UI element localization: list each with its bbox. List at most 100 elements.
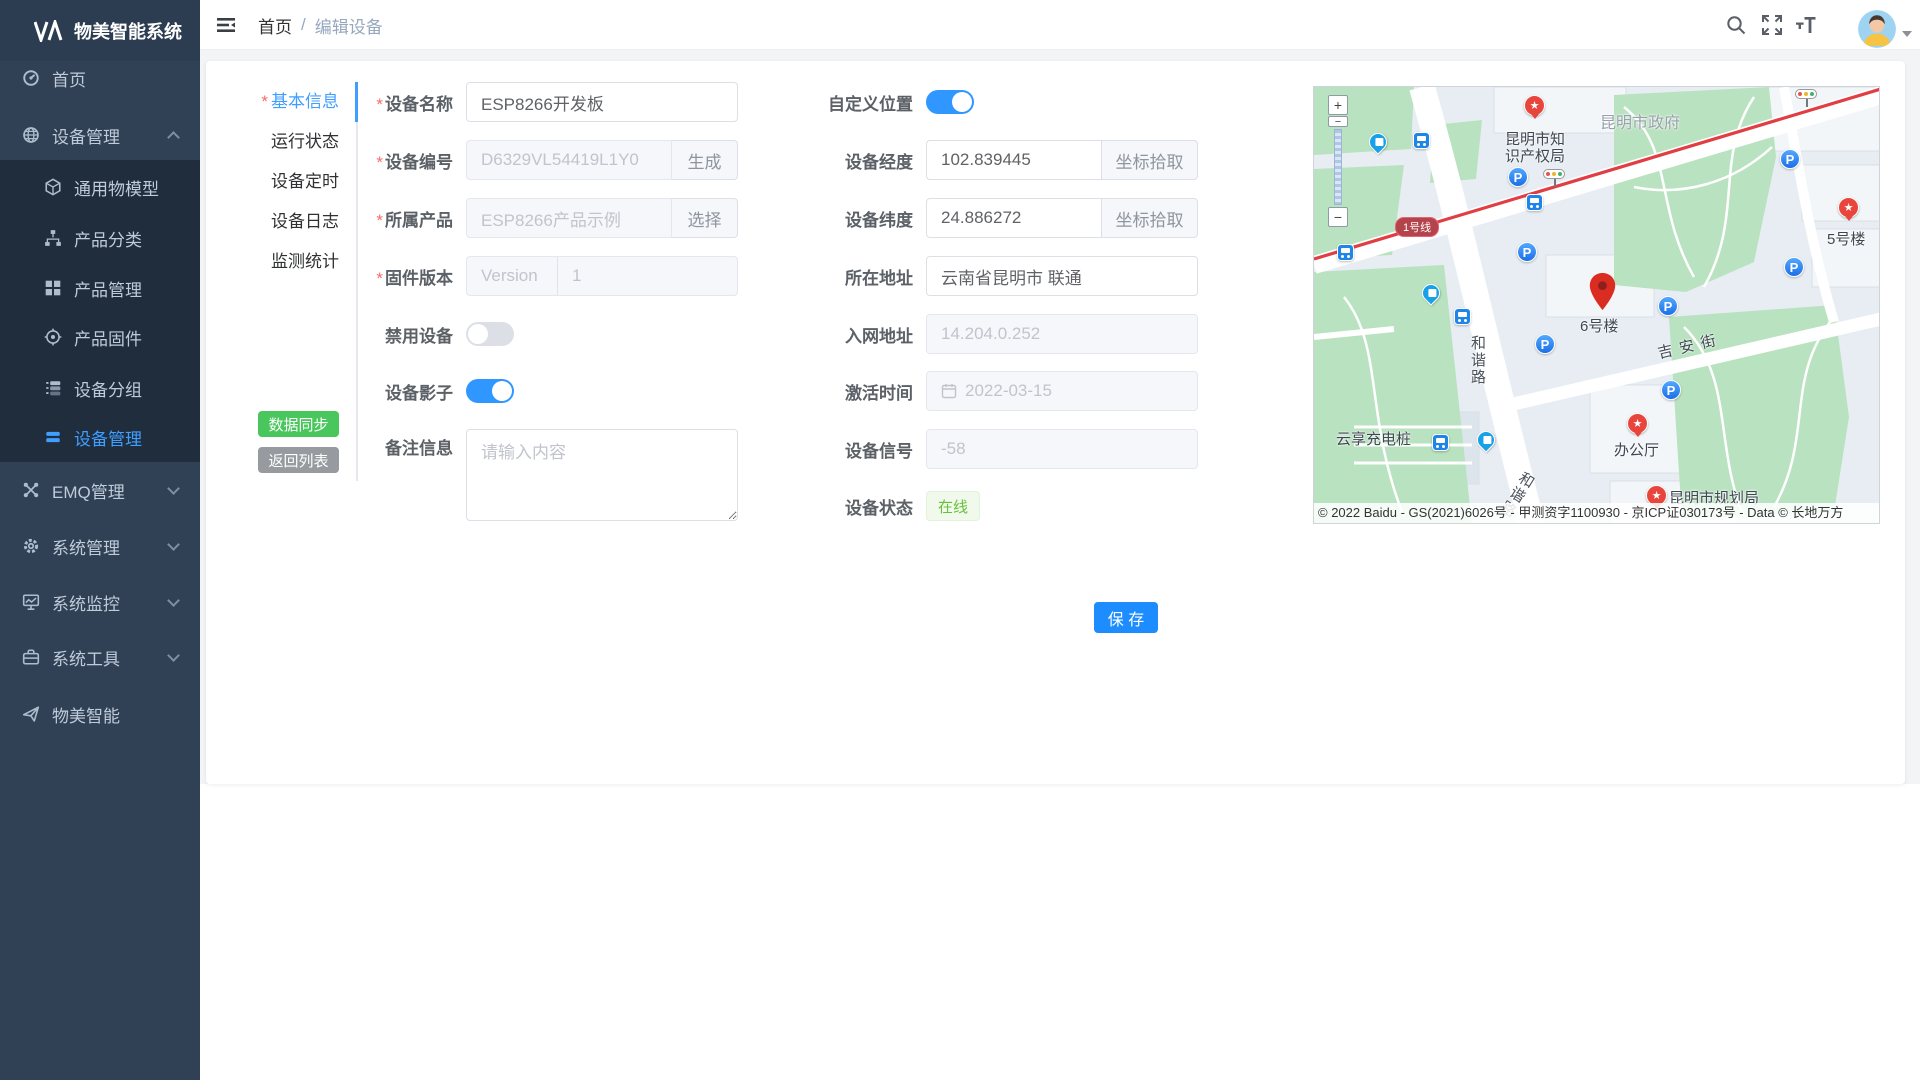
pick-longitude-button[interactable]: 坐标拾取 (1102, 140, 1198, 180)
sidebar-item-system-mgmt[interactable]: 系统管理 (0, 521, 200, 571)
map-zoom-slider-handle[interactable]: − (1328, 116, 1348, 128)
tabs-active-indicator (355, 82, 358, 122)
map-label-building6: 6号楼 (1580, 318, 1619, 335)
firmware-version-value: 1 (557, 256, 738, 296)
sidebar-item-product-mgmt[interactable]: 产品管理 (0, 263, 200, 313)
map-zoom-out-button[interactable]: − (1328, 207, 1348, 227)
tabs-divider (356, 82, 358, 481)
sidebar-item-device-group[interactable]: 设备分组 (0, 363, 200, 413)
baidu-map[interactable]: + − − 1号线 P P P (1313, 86, 1880, 524)
sidebar-item-thing-model[interactable]: 通用物模型 (0, 162, 200, 212)
select-product-button[interactable]: 选择 (672, 198, 738, 238)
form-row-custom-location: 自定义位置 (754, 82, 974, 122)
poi-star-icon: ★ (1838, 197, 1859, 221)
parking-icon: P (1784, 257, 1804, 277)
edit-device-card: * 基本信息 运行状态 设备定时 设备日志 监测统计 数据同步 返回列表 * 设备名… (206, 61, 1905, 784)
disable-device-label: 禁用设备 (385, 326, 453, 346)
device-name-label: 设备名称 (385, 94, 453, 114)
bus-stop-icon (1432, 434, 1449, 451)
tab-device-timer[interactable]: 设备定时 (271, 172, 339, 191)
form-row-product: *所属产品 选择 (304, 198, 738, 238)
tab-basic-info[interactable]: * 基本信息 (261, 92, 339, 111)
custom-location-switch[interactable] (926, 90, 974, 114)
font-size-icon[interactable] (1794, 13, 1818, 37)
back-to-list-button[interactable]: 返回列表 (258, 447, 339, 473)
address-input[interactable] (926, 256, 1198, 296)
map-zoom-in-button[interactable]: + (1328, 95, 1348, 115)
form-row-disable-device: 禁用设备 (304, 314, 514, 354)
map-label-ip-office-line1: 昆明市知 (1505, 131, 1566, 148)
save-button[interactable]: 保 存 (1094, 602, 1158, 633)
breadcrumb-home[interactable]: 首页 (258, 17, 292, 37)
submenu-background (0, 160, 200, 462)
signal-label: 设备信号 (845, 441, 913, 461)
longitude-input[interactable] (926, 140, 1102, 180)
parking-icon: P (1658, 296, 1678, 316)
poi-star-icon: ★ (1524, 95, 1545, 119)
map-copyright: © 2022 Baidu - GS(2021)6026号 - 甲测资字11009… (1314, 503, 1879, 523)
sidebar-item-home[interactable]: 首页 (0, 53, 200, 103)
user-menu-caret-icon[interactable] (1902, 31, 1912, 37)
map-label-hexie-road: 和谐路 (1469, 335, 1486, 386)
breadcrumb: 首页 / 编辑设备 (258, 0, 383, 50)
tab-running-status[interactable]: 运行状态 (271, 132, 339, 151)
form-row-longitude: 设备经度 坐标拾取 (754, 140, 1198, 180)
form-row-address: 所在地址 (754, 256, 1198, 296)
chevron-down-icon (167, 593, 180, 607)
breadcrumb-current: 编辑设备 (314, 17, 383, 37)
sidebar-item-system-monitor[interactable]: 系统监控 (0, 577, 200, 627)
paper-plane-icon (22, 706, 40, 722)
disable-device-switch[interactable] (466, 322, 514, 346)
bus-stop-icon (1454, 308, 1471, 325)
sidebar-item-emq[interactable]: EMQ管理 (0, 465, 200, 515)
form-row-ip: 入网地址 (754, 314, 1198, 354)
sidebar: 物美智能系统 首页 设备管理 通用物模型 产品分类 产品管理 产品固件 (0, 0, 200, 1080)
data-sync-button[interactable]: 数据同步 (258, 411, 339, 437)
latitude-input[interactable] (926, 198, 1102, 238)
search-icon[interactable] (1724, 13, 1748, 37)
sidebar-collapse-icon[interactable] (214, 13, 238, 37)
sidebar-item-device-mgmt[interactable]: 设备管理 (0, 110, 200, 160)
bus-stop-icon (1526, 194, 1543, 211)
firmware-label: 固件版本 (385, 268, 453, 288)
top-header: 首页 / 编辑设备 (200, 0, 1920, 50)
status-badge: 在线 (926, 491, 981, 521)
form-row-device-shadow: 设备影子 (304, 371, 514, 411)
map-zoom-slider-track[interactable] (1334, 129, 1342, 205)
user-avatar[interactable] (1858, 10, 1896, 48)
parking-icon: P (1535, 334, 1555, 354)
app-logo[interactable]: 物美智能系统 (0, 0, 200, 61)
breadcrumb-separator: / (301, 15, 306, 34)
generate-sn-button[interactable]: 生成 (672, 140, 738, 180)
sidebar-item-product-firmware[interactable]: 产品固件 (0, 312, 200, 362)
tab-device-log[interactable]: 设备日志 (271, 212, 339, 231)
page-content: * 基本信息 运行状态 设备定时 设备日志 监测统计 数据同步 返回列表 * 设备名… (200, 50, 1920, 784)
device-shadow-switch[interactable] (466, 379, 514, 403)
map-label-office-hall: 办公厅 (1614, 442, 1660, 459)
bars-icon (46, 431, 60, 443)
map-label-planning-bureau: 昆明市规划局 (1669, 490, 1760, 507)
device-name-input[interactable] (466, 82, 738, 122)
latitude-label: 设备纬度 (845, 210, 913, 230)
form-row-remark: 备注信息 (304, 429, 738, 521)
calendar-icon (941, 384, 957, 399)
fullscreen-icon[interactable] (1760, 13, 1784, 37)
tab-monitor-stats[interactable]: 监测统计 (271, 252, 339, 271)
bus-stop-icon (1337, 244, 1354, 261)
sidebar-item-system-tools[interactable]: 系统工具 (0, 632, 200, 682)
pick-latitude-button[interactable]: 坐标拾取 (1102, 198, 1198, 238)
app-title: 物美智能系统 (74, 21, 182, 42)
firmware-prepend: Version (466, 256, 557, 296)
status-label: 设备状态 (845, 498, 913, 518)
device-location-pin-icon[interactable] (1589, 273, 1616, 311)
remark-label: 备注信息 (385, 439, 453, 458)
custom-location-label: 自定义位置 (828, 94, 913, 114)
parking-icon: P (1508, 167, 1528, 187)
remark-textarea[interactable] (466, 429, 738, 521)
sidebar-item-product-category[interactable]: 产品分类 (0, 213, 200, 263)
activate-time-label: 激活时间 (845, 383, 913, 403)
gear-icon (23, 538, 39, 554)
sidebar-item-wumei[interactable]: 物美智能 (0, 689, 200, 739)
map-zoom-control: + − − (1328, 95, 1348, 227)
sidebar-item-device-list[interactable]: 设备管理 (0, 412, 200, 462)
